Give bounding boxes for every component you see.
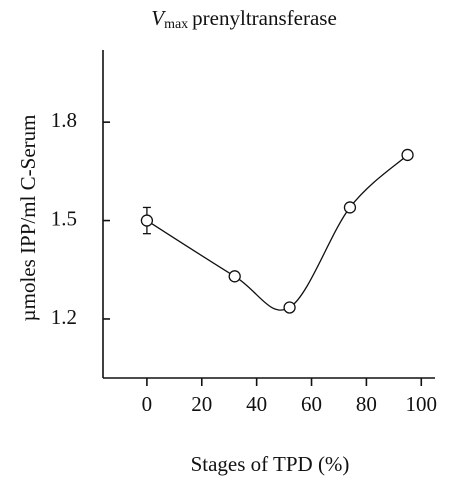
y-tick-label: 1.5 xyxy=(51,206,77,230)
x-tick-label: 60 xyxy=(301,392,322,416)
line xyxy=(146,154,408,311)
x-tick-label: 20 xyxy=(191,392,212,416)
x-tick-label: 80 xyxy=(356,392,377,416)
y-tick-label: 1.2 xyxy=(51,305,77,329)
title-symbol: V xyxy=(151,6,166,30)
point xyxy=(228,270,241,283)
y-axis-label: µmoles IPP/ml C-Serum xyxy=(16,115,40,322)
point xyxy=(401,148,414,162)
x-tick-label: 0 xyxy=(142,392,153,416)
x-axis-label: Stages of TPD (%) xyxy=(191,452,350,476)
x-tick-label: 40 xyxy=(246,392,267,416)
x-tick-label: 100 xyxy=(406,392,438,416)
title-text: prenyltransferase xyxy=(192,6,337,30)
point xyxy=(283,301,296,314)
point xyxy=(140,214,154,227)
chart-title: Vmax prenyltransferase xyxy=(151,6,337,32)
y-tick-label: 1.8 xyxy=(51,108,77,132)
title-subscript: max xyxy=(164,17,188,32)
point xyxy=(343,201,357,214)
